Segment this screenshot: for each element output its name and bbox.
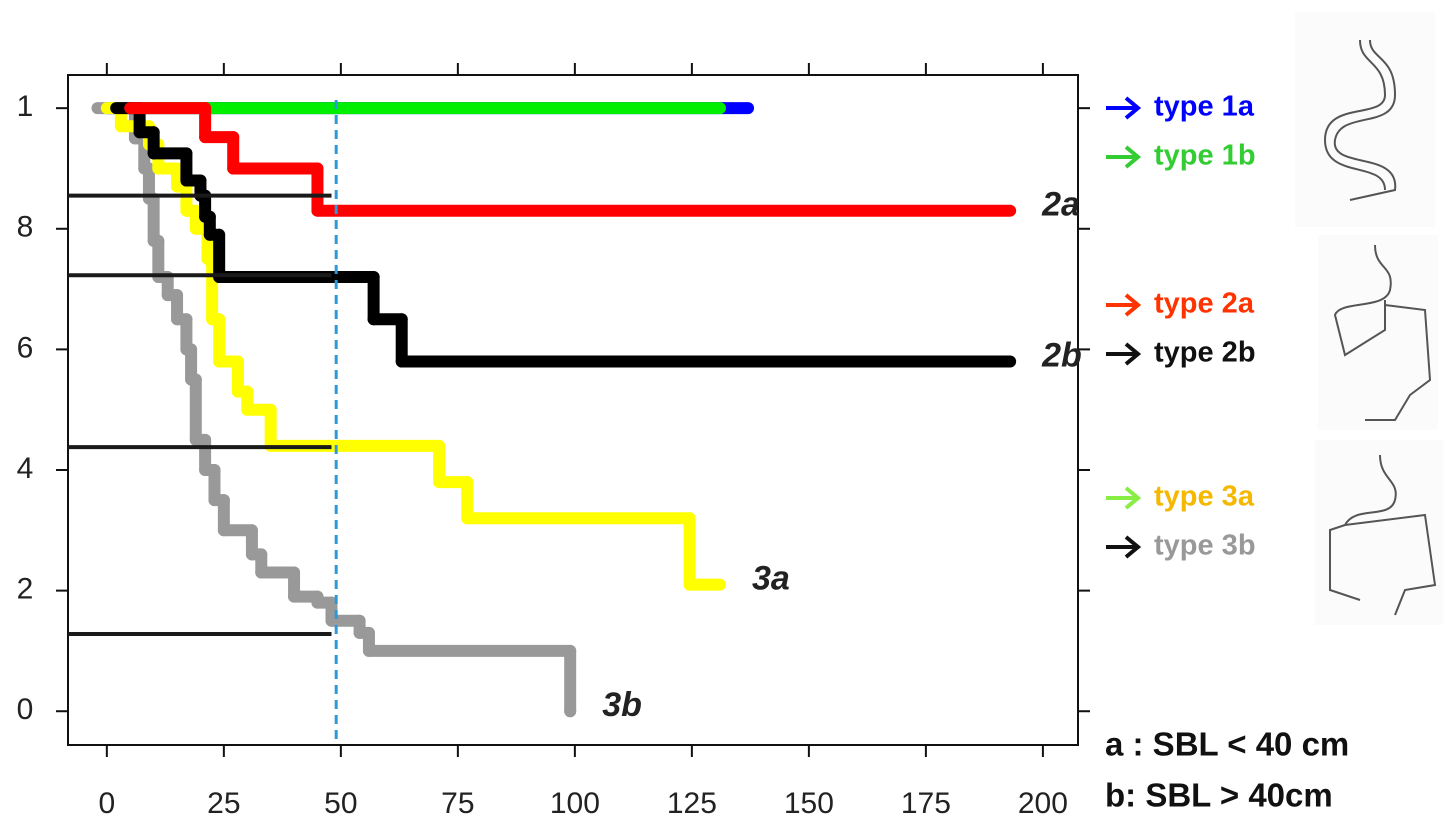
y-tick-label: 6 [17, 331, 34, 364]
note: b: SBL > 40cm [1105, 777, 1333, 814]
legend-label: type 1b [1154, 140, 1256, 172]
legend-arrow [1106, 537, 1138, 557]
y-tick-label: 0 [17, 693, 34, 726]
note: a : SBL < 40 cm [1105, 726, 1349, 763]
legend-arrow [1106, 488, 1138, 508]
anatomy-sketches [1295, 12, 1443, 625]
x-tick-label: 50 [324, 787, 357, 820]
legend-label: type 2b [1154, 337, 1256, 369]
y-tick-label: 4 [17, 452, 34, 485]
x-tick-label: 200 [1018, 787, 1068, 820]
y-tick-label: 8 [17, 211, 34, 244]
footnotes: a : SBL < 40 cm b: SBL > 40cm [1105, 726, 1349, 814]
legend-label: type 2a [1154, 288, 1255, 320]
plot-frame [68, 75, 1078, 745]
y-tick-label: 2 [17, 573, 34, 606]
chart: a : SBL < 40 cm b: SBL > 40cm 0 25 50 75 100… [0, 0, 1447, 821]
x-tick-label: 100 [550, 787, 600, 820]
legend-arrow [1106, 147, 1138, 167]
x-tick-label: 25 [207, 787, 240, 820]
legend-label: type 3b [1154, 530, 1256, 562]
x-tick-label: 0 [99, 787, 116, 820]
curve-label: 3b [602, 686, 642, 724]
x-tick-label: 75 [441, 787, 474, 820]
x-tick-label: 125 [667, 787, 717, 820]
legend-label: type 1a [1154, 91, 1255, 123]
x-tick-label: 150 [784, 787, 834, 820]
legend-arrow [1106, 98, 1138, 118]
curve-label: 3a [752, 560, 790, 598]
curve-label: 2b [1041, 336, 1082, 374]
curve-label: 2a [1041, 186, 1080, 224]
legend-label: type 3a [1154, 481, 1255, 513]
legend-arrow [1106, 295, 1138, 315]
x-tick-label: 175 [901, 787, 951, 820]
y-tick-label: 1 [17, 90, 34, 123]
legend-arrow [1106, 344, 1138, 364]
